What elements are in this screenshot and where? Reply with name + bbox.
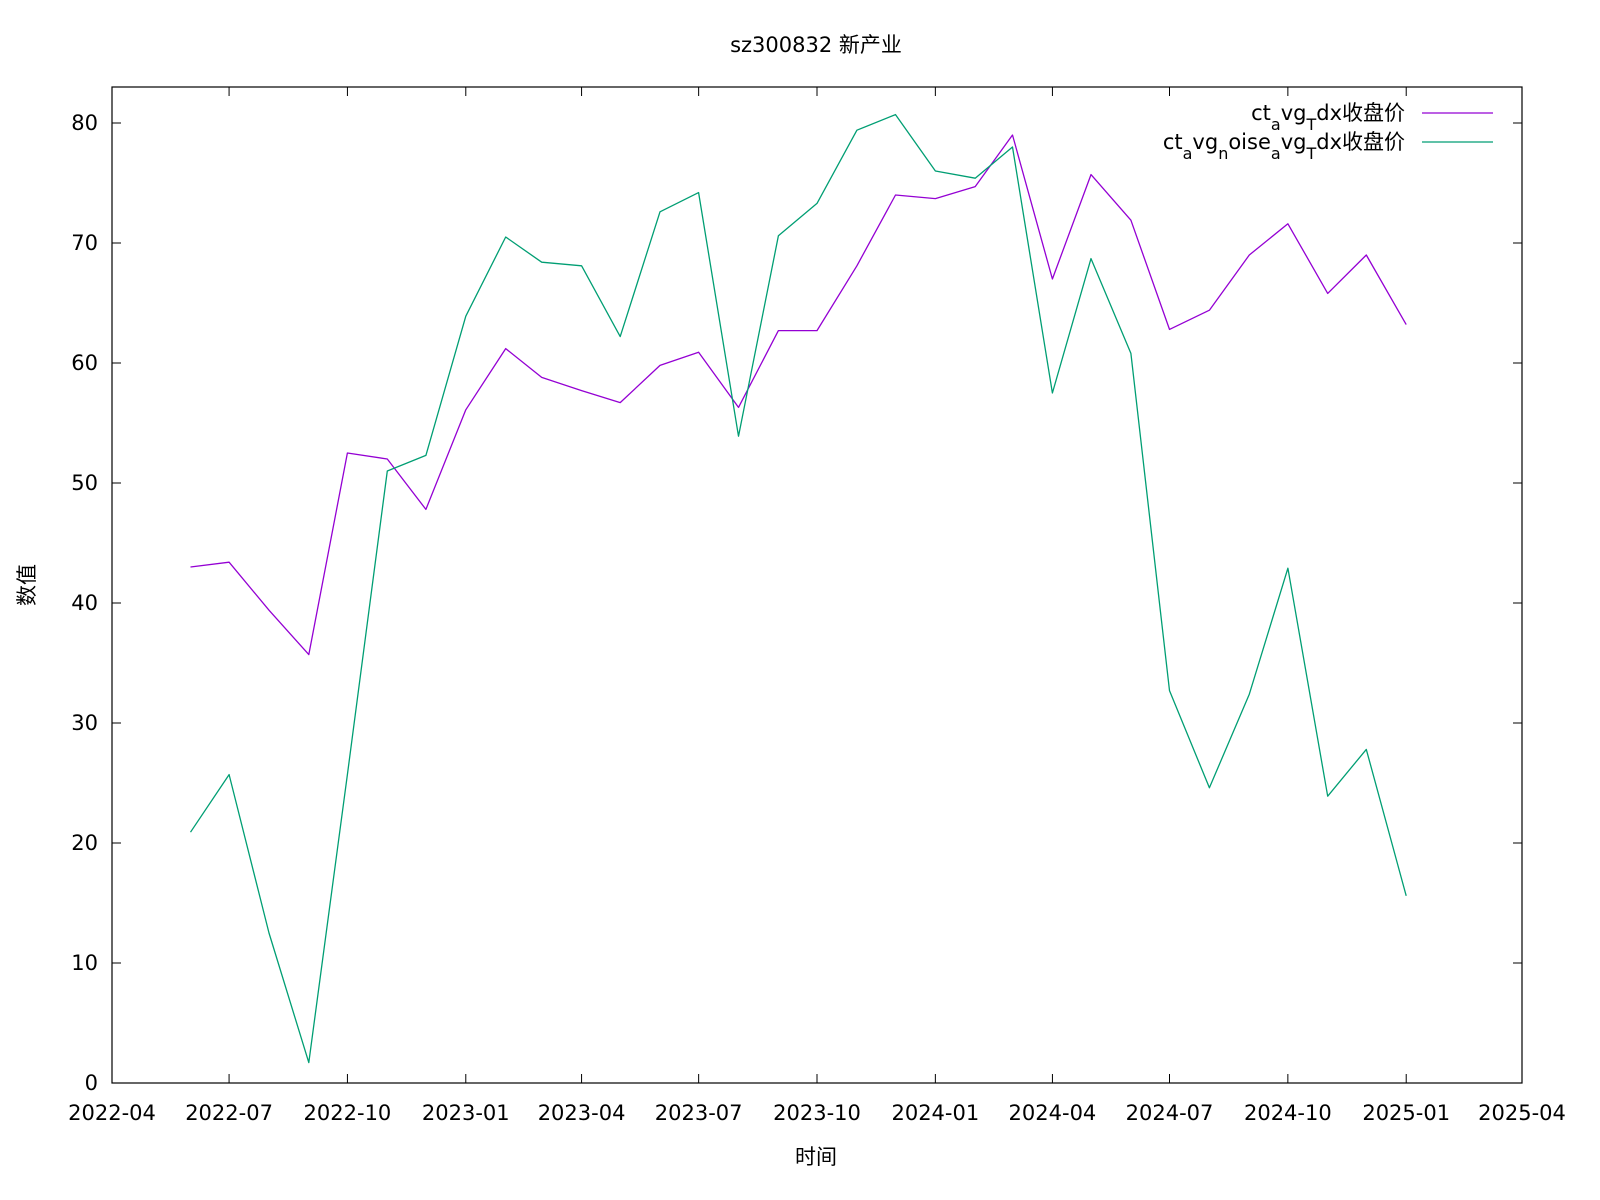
x-tick-label: 2024-04 <box>1009 1101 1097 1125</box>
axis-ticks: 0 10 20 30 40 50 60 70 80 2022-04 2022-07 2022-10 20… <box>68 87 1566 1125</box>
x-tick-label: 2023-04 <box>538 1101 626 1125</box>
series-layer <box>189 113 1407 1064</box>
x-tick-label: 2023-10 <box>773 1101 861 1125</box>
y-tick-label: 40 <box>71 591 98 615</box>
x-tick-label: 2022-10 <box>304 1101 392 1125</box>
x-tick-label: 2025-04 <box>1478 1101 1566 1125</box>
x-axis-label: 时间 <box>795 1145 837 1169</box>
y-tick-label: 20 <box>71 831 98 855</box>
x-tick-label: 2023-01 <box>422 1101 510 1125</box>
x-tick-label: 2024-10 <box>1244 1101 1332 1125</box>
x-tick-label: 2024-07 <box>1126 1101 1214 1125</box>
x-tick-label: 2023-07 <box>655 1101 743 1125</box>
x-tick-label: 2024-01 <box>891 1101 979 1125</box>
series-line-1 <box>190 134 1407 656</box>
plot-frame <box>111 86 1523 1084</box>
y-tick-label: 70 <box>71 231 98 255</box>
chart-title: sz300832 新产业 <box>730 33 902 57</box>
y-tick-label: 80 <box>71 111 98 135</box>
y-axis-label: 数值 <box>15 564 39 606</box>
legend-label-2: ctavgnoiseavgTdx收盘价 <box>1163 130 1405 163</box>
y-tick-label: 10 <box>71 951 98 975</box>
series-line-2 <box>189 113 1407 1064</box>
y-tick-label: 30 <box>71 711 98 735</box>
y-tick-label: 50 <box>71 471 98 495</box>
legend-label-1: ctavgTdx收盘价 <box>1251 101 1405 134</box>
x-tick-label: 2022-04 <box>68 1101 156 1125</box>
y-tick-label: 0 <box>85 1071 98 1095</box>
x-tick-label: 2022-07 <box>185 1101 273 1125</box>
x-tick-label: 2025-01 <box>1362 1101 1450 1125</box>
y-tick-label: 60 <box>71 351 98 375</box>
